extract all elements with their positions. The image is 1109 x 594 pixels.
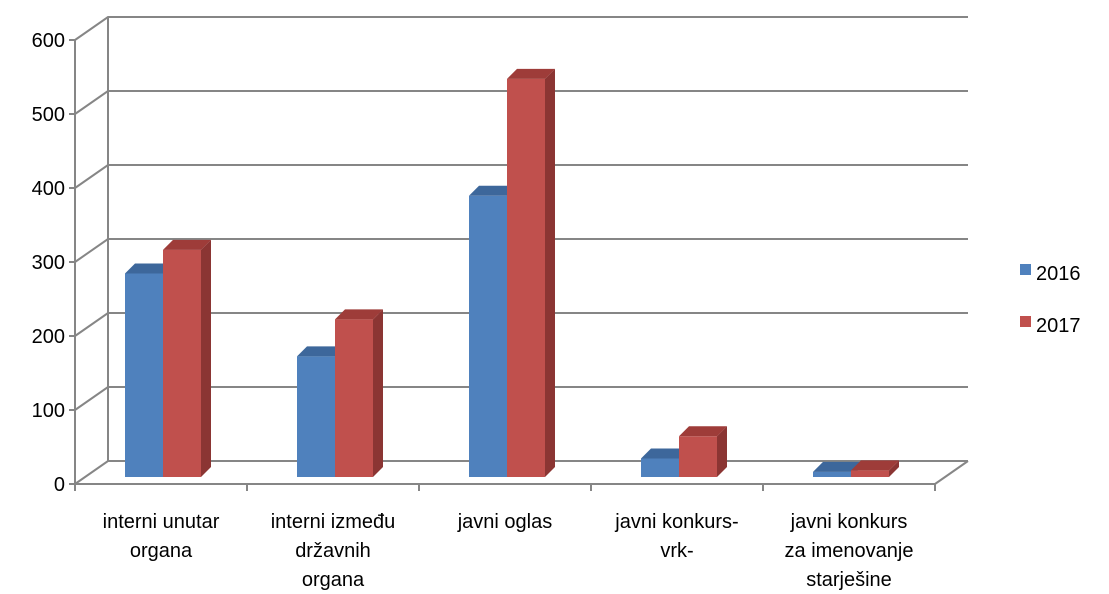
bar-top <box>851 460 899 471</box>
bar-front <box>507 78 545 477</box>
legend-label: 2016 <box>1036 263 1081 285</box>
category-label: interni između državnih organa <box>271 511 396 591</box>
bar-front <box>335 319 373 477</box>
y-tick-label: 500 <box>32 104 65 126</box>
gridline <box>74 312 968 337</box>
category-labels: interni unutar organa interni između državn… <box>103 511 914 591</box>
bar <box>679 426 727 477</box>
gridline <box>74 386 968 411</box>
category-label-line: za imenovanje <box>785 540 914 562</box>
gridline <box>74 90 968 115</box>
category-label-line: interni unutar <box>103 511 220 533</box>
bar-side <box>889 460 899 477</box>
bar-top <box>163 239 211 250</box>
bar <box>851 460 899 477</box>
bar-front <box>679 436 717 477</box>
category-label-line: javni oglas <box>457 511 553 533</box>
axes <box>69 39 969 491</box>
gridline <box>74 164 968 189</box>
y-tick-label: 300 <box>32 252 65 274</box>
category-label-line: organa <box>130 540 193 562</box>
bar-side <box>201 239 211 477</box>
bar-top <box>813 461 861 472</box>
y-tick-label: 0 <box>54 474 65 496</box>
y-tick-labels: 0 100 200 300 400 500 600 <box>32 30 65 496</box>
bar <box>163 239 211 477</box>
bar-side <box>545 68 555 477</box>
bar-front <box>813 471 851 477</box>
category-label-line: organa <box>302 569 365 591</box>
category-label-line: starješine <box>806 569 892 591</box>
bar-top <box>507 68 555 79</box>
bar-side <box>717 426 727 477</box>
gridline <box>74 238 968 263</box>
bar-top <box>335 309 383 320</box>
bar-top <box>679 426 727 437</box>
bar-top <box>125 263 173 274</box>
bar-front <box>125 273 163 477</box>
legend-label: 2017 <box>1036 315 1081 337</box>
category-label-line: javni konkurs <box>790 511 908 533</box>
y-tick-label: 400 <box>32 178 65 200</box>
bar <box>507 68 555 477</box>
gridline <box>74 16 968 41</box>
bar <box>125 263 173 477</box>
legend-swatch <box>1020 316 1031 327</box>
bar-front <box>297 356 335 477</box>
bar-front <box>163 249 201 477</box>
bar-top <box>469 185 517 196</box>
bar-front <box>851 470 889 477</box>
category-label: javni konkurs za imenovanje starješine <box>785 511 914 591</box>
bar-front <box>641 458 679 477</box>
category-label: javni konkurs-vrk- <box>614 511 738 562</box>
category-label-line: državnih <box>295 540 371 562</box>
category-label-line: javni konkurs- <box>614 511 738 533</box>
bars <box>125 68 899 478</box>
category-label: interni unutar organa <box>103 511 220 562</box>
category-label-line: vrk- <box>660 540 693 562</box>
gridlines <box>74 16 968 485</box>
category-label-line: interni između <box>271 511 396 533</box>
y-tick-label: 600 <box>32 30 65 52</box>
bar-side <box>373 309 383 477</box>
bar <box>335 309 383 477</box>
bar-top <box>641 448 689 459</box>
legend: 2016 2017 <box>1020 263 1081 337</box>
y-tick-label: 100 <box>32 400 65 422</box>
category-label: javni oglas <box>457 511 553 533</box>
floor-right-edge <box>934 460 969 485</box>
bar-front <box>469 195 507 478</box>
legend-swatch <box>1020 264 1031 275</box>
y-tick-label: 200 <box>32 326 65 348</box>
bar-top <box>297 346 345 357</box>
